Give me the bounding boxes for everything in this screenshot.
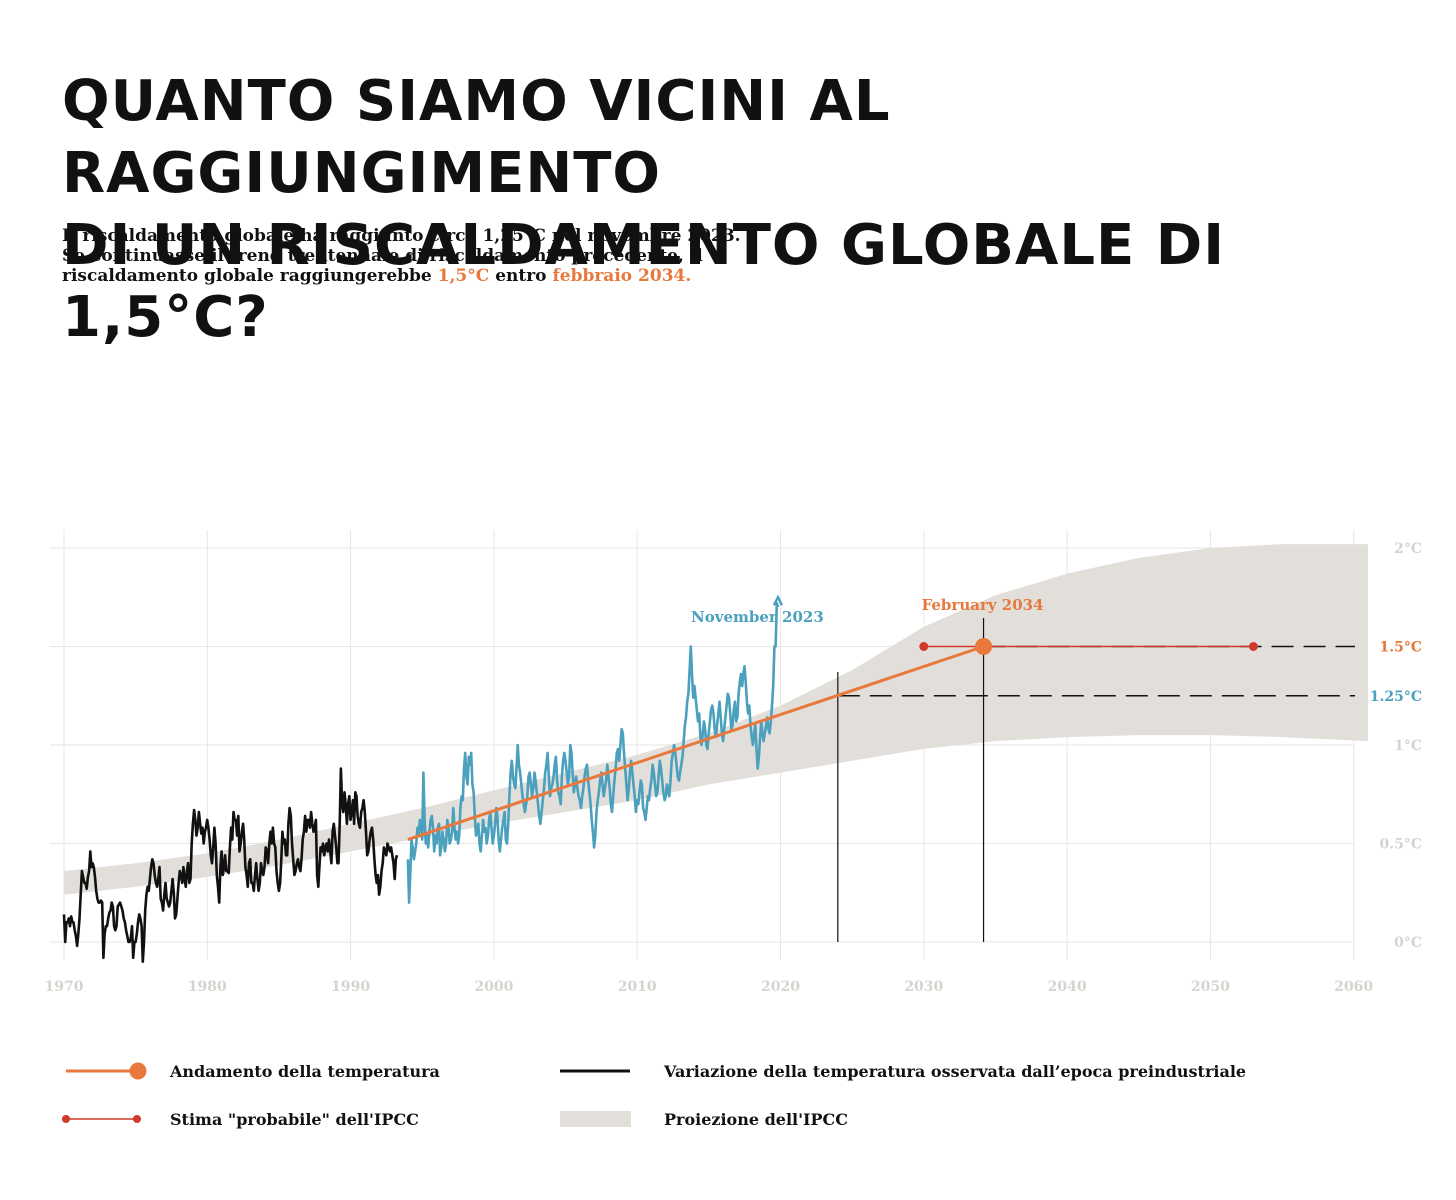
x-tick-label: 2030 (904, 979, 943, 995)
marker-label-november-2023: November 2023 (691, 608, 824, 626)
x-tick-label: 1990 (331, 979, 370, 995)
y-tick-label: 1.5°C (1380, 640, 1423, 656)
subtitle-line-3-mid: entro (489, 266, 553, 286)
x-tick-label: 2050 (1191, 979, 1230, 995)
subtitle-line-3: riscaldamento globale raggiungerebbe 1,5… (62, 266, 1062, 286)
chart-subtitle: Il riscaldamento globale ha raggiunto ci… (62, 226, 1062, 286)
y-tick-label: 1°C (1394, 738, 1422, 754)
reference-label: 1.5°C (1380, 640, 1423, 656)
legend-symbol-projection (560, 1111, 631, 1127)
legend-symbol-ipcc-likely-start (62, 1115, 70, 1123)
x-tick-label: 2010 (618, 979, 657, 995)
ipcc-likely-end-point (1248, 642, 1258, 651)
y-tick-label: 0°C (1394, 935, 1422, 951)
trend-endpoint (975, 638, 993, 655)
recent-temperature-line (406, 601, 780, 904)
x-tick-label: 2040 (1048, 979, 1087, 995)
ipcc-projection-band (64, 544, 1368, 895)
legend-symbol-trend-dot (129, 1062, 147, 1080)
chart-title-line-2: DI UN RISCALDAMENTO GLOBALE DI 1,5°C? (62, 213, 1226, 350)
legend-label-projection: Proiezione dell'IPCC (664, 1110, 849, 1129)
x-tick-label: 1980 (188, 979, 227, 995)
subtitle-highlight-date: febbraio 2034. (552, 266, 692, 286)
latest-value-arrow (772, 594, 784, 606)
x-tick-label: 2060 (1334, 979, 1373, 995)
x-tick-label: 2000 (474, 979, 513, 995)
chart-title: QUANTO SIAMO VICINI AL RAGGIUNGIMENTO DI… (62, 66, 1392, 354)
subtitle-line-2: Se continuasse il trend trentennale di r… (62, 246, 703, 266)
observed-temperature-line (62, 767, 399, 964)
subtitle-line-3-prefix: riscaldamento globale raggiungerebbe (62, 266, 438, 286)
y-tick-label: 2°C (1394, 541, 1422, 557)
legend-label-trend: Andamento della temperatura (170, 1062, 440, 1081)
chart-title-line-1: QUANTO SIAMO VICINI AL RAGGIUNGIMENTO (62, 69, 891, 206)
subtitle-line-1: Il riscaldamento globale ha raggiunto ci… (62, 226, 741, 246)
legend-symbol-ipcc-likely-end (133, 1115, 141, 1123)
legend-label-observed: Variazione della temperatura osservata d… (664, 1062, 1247, 1081)
subtitle-highlight-value: 1,5°C (437, 266, 490, 286)
marker-label-february-2034: February 2034 (922, 596, 1044, 614)
x-tick-label: 1970 (45, 979, 84, 995)
x-tick-label: 2020 (761, 979, 800, 995)
temperature-trend-line (407, 645, 985, 841)
y-tick-label: 0.5°C (1380, 837, 1423, 853)
legend-label-ipcc-likely: Stima "probabile" dell'IPCC (170, 1110, 419, 1129)
reference-label: 1.25°C (1370, 689, 1422, 705)
ipcc-likely-start-point (919, 642, 929, 651)
